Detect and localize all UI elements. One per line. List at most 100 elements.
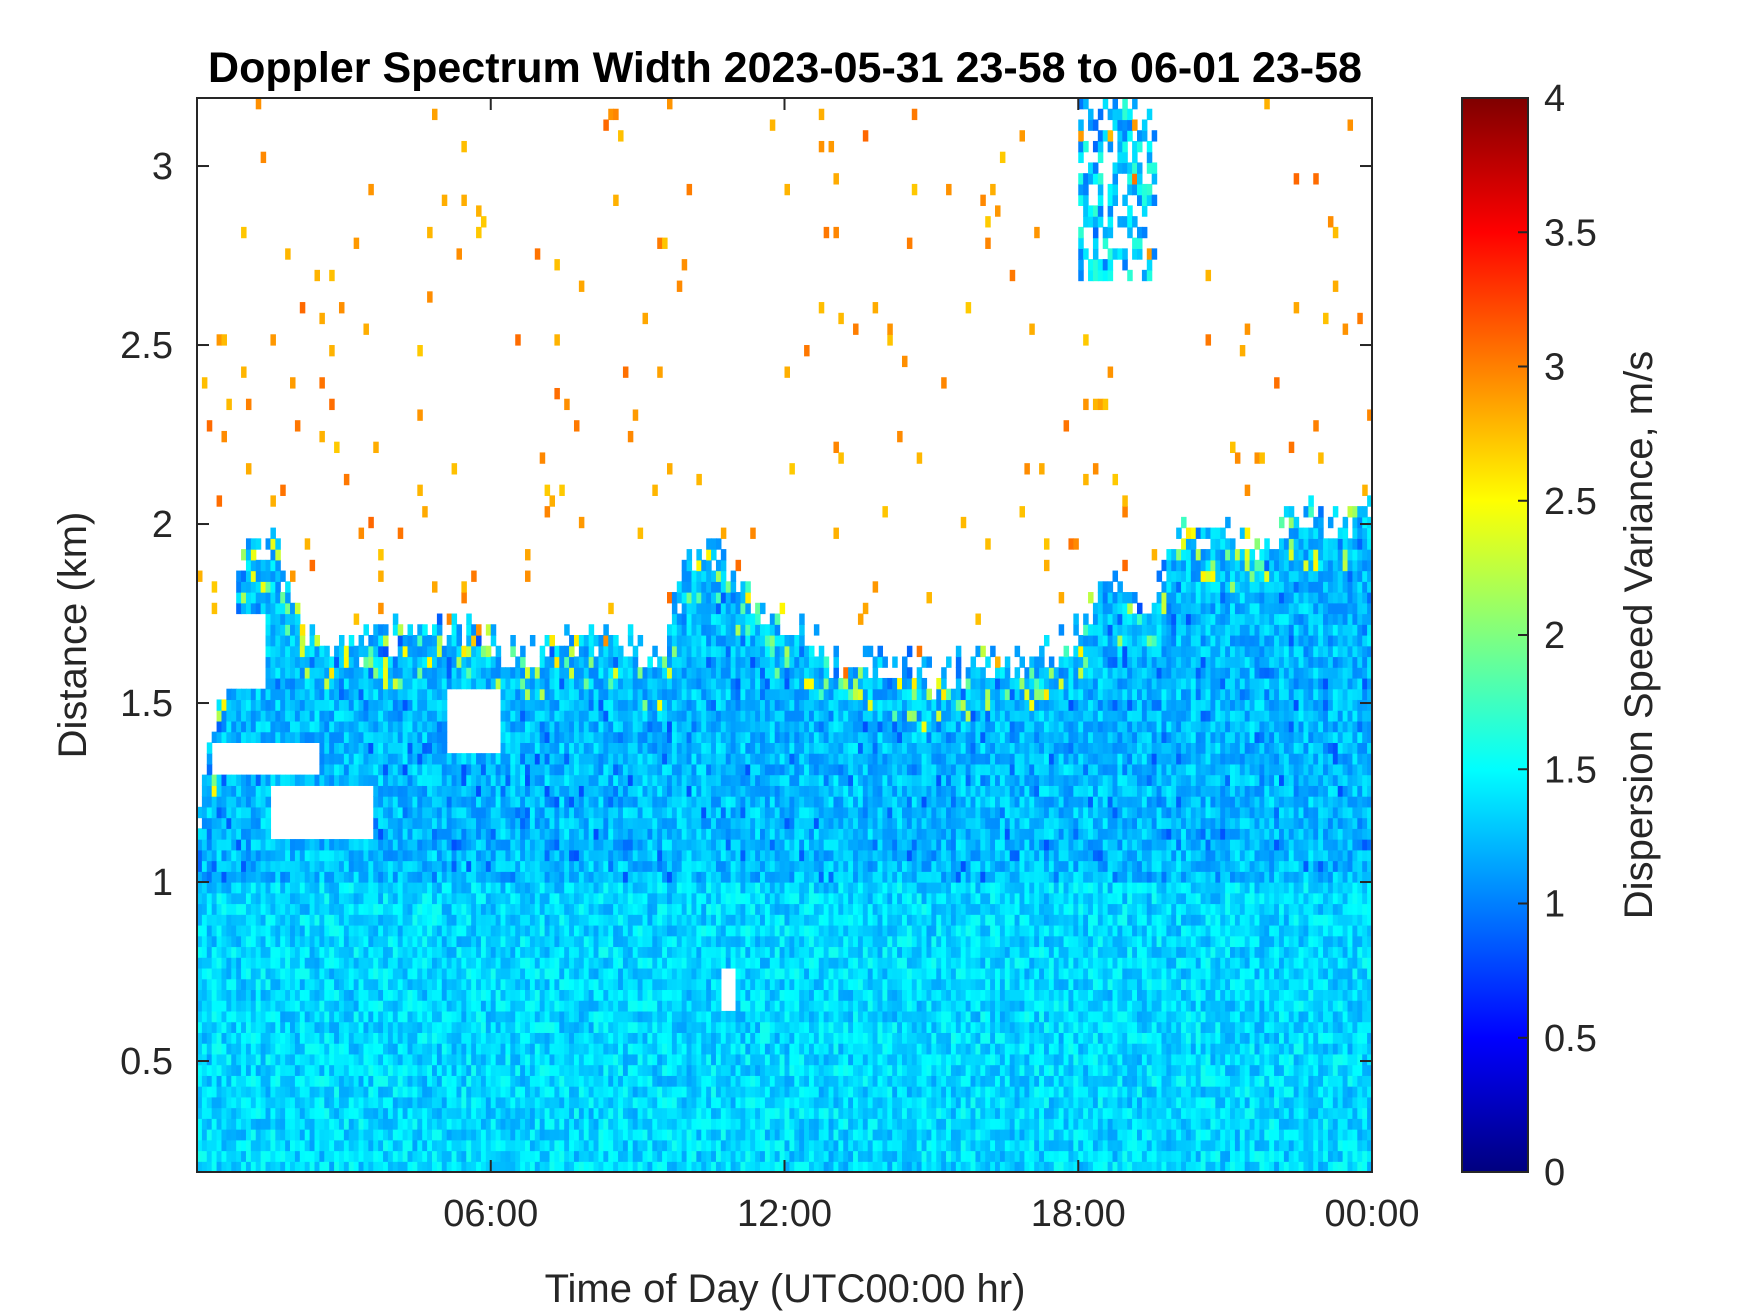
heatmap-cell <box>682 732 688 743</box>
heatmap-cell <box>452 753 458 764</box>
heatmap-cell <box>456 1032 462 1043</box>
heatmap-cell <box>501 689 507 700</box>
heatmap-cell <box>359 839 365 850</box>
heatmap-cell <box>603 624 609 635</box>
heatmap-cell <box>363 678 369 689</box>
heatmap-cell <box>515 989 521 1000</box>
heatmap-cell <box>241 603 247 614</box>
heatmap-cell <box>564 796 570 807</box>
heatmap-cell <box>471 1022 477 1033</box>
heatmap-cell <box>373 1032 379 1043</box>
heatmap-cell <box>217 957 223 968</box>
heatmap-cell <box>687 775 693 786</box>
heatmap-cell <box>662 979 668 990</box>
heatmap-cell <box>550 1043 556 1054</box>
heatmap-cell <box>412 1118 418 1129</box>
heatmap-cell <box>383 1000 389 1011</box>
heatmap-cell <box>520 1022 526 1033</box>
heatmap-cell <box>315 1000 321 1011</box>
heatmap-cell <box>461 753 467 764</box>
heatmap-cell <box>300 871 306 882</box>
heatmap-cell <box>696 1054 702 1065</box>
heatmap-cell <box>481 1065 487 1076</box>
heatmap-cell <box>339 861 345 872</box>
heatmap-cell <box>226 914 232 925</box>
heatmap-cell <box>295 871 301 882</box>
heatmap-cell <box>603 1108 609 1119</box>
heatmap-cell <box>691 1086 697 1097</box>
heatmap-cell <box>603 957 609 968</box>
heatmap-cell <box>638 1108 644 1119</box>
heatmap-cell <box>373 1108 379 1119</box>
heatmap-cell <box>481 818 487 829</box>
heatmap-cell <box>363 1097 369 1108</box>
heatmap-cell <box>574 1054 580 1065</box>
heatmap-cell <box>221 893 227 904</box>
heatmap-cell <box>285 893 291 904</box>
heatmap-cell <box>246 1140 252 1151</box>
heatmap-cell <box>554 1108 560 1119</box>
heatmap-cell <box>442 195 448 206</box>
heatmap-cell <box>324 979 330 990</box>
heatmap-cell <box>672 775 678 786</box>
heatmap-cell <box>535 904 541 915</box>
heatmap-cell <box>270 850 276 861</box>
heatmap-cell <box>202 936 208 947</box>
heatmap-cell <box>691 1129 697 1140</box>
heatmap-cell <box>344 689 350 700</box>
heatmap-cell <box>545 721 551 732</box>
heatmap-cell <box>550 495 556 506</box>
heatmap-cell <box>657 1032 663 1043</box>
heatmap-cell <box>496 818 502 829</box>
heatmap-cell <box>510 957 515 968</box>
heatmap-cell <box>275 581 281 592</box>
heatmap-cell <box>540 796 546 807</box>
heatmap-cell <box>363 871 369 882</box>
heatmap-cell <box>496 656 502 667</box>
heatmap-cell <box>667 1108 673 1119</box>
heatmap-cell <box>359 1065 365 1076</box>
heatmap-cell <box>422 742 428 753</box>
heatmap-cell <box>559 828 565 839</box>
heatmap-cell <box>295 1129 301 1140</box>
heatmap-cell <box>432 818 438 829</box>
heatmap-cell <box>295 839 301 850</box>
heatmap-cell <box>368 882 374 893</box>
heatmap-cell <box>427 689 433 700</box>
heatmap-cell <box>550 710 556 721</box>
heatmap-cell <box>363 1065 369 1076</box>
heatmap-cell <box>559 1151 565 1162</box>
heatmap-cell <box>677 1118 683 1129</box>
heatmap-cell <box>266 946 272 957</box>
heatmap-cell <box>226 904 232 915</box>
heatmap-cell <box>221 1000 227 1011</box>
heatmap-cell <box>212 1022 218 1033</box>
heatmap-cell <box>677 764 683 775</box>
heatmap-cell <box>672 1075 678 1086</box>
heatmap-cell <box>363 1129 369 1140</box>
heatmap-cell <box>456 656 462 667</box>
heatmap-cell <box>525 785 531 796</box>
heatmap-cell <box>501 721 507 732</box>
heatmap-cell <box>241 818 247 829</box>
heatmap-cell <box>525 925 531 936</box>
heatmap-cell <box>349 925 355 936</box>
heatmap-cell <box>491 914 497 925</box>
heatmap-cell <box>266 592 272 603</box>
heatmap-cell <box>231 957 237 968</box>
heatmap-cell <box>266 1054 272 1065</box>
heatmap-cell <box>667 463 673 474</box>
heatmap-cell <box>383 850 389 861</box>
heatmap-cell <box>363 689 369 700</box>
heatmap-cell <box>486 1129 492 1140</box>
heatmap-cell <box>398 1032 404 1043</box>
heatmap-cell <box>584 882 590 893</box>
heatmap-cell <box>461 818 467 829</box>
heatmap-cell <box>378 549 384 560</box>
heatmap-cell <box>270 893 276 904</box>
heatmap-cell <box>447 1065 453 1076</box>
heatmap-cell <box>231 1054 237 1065</box>
heatmap-cell <box>437 1054 443 1065</box>
heatmap-cell <box>251 785 257 796</box>
heatmap-cell <box>202 1022 208 1033</box>
